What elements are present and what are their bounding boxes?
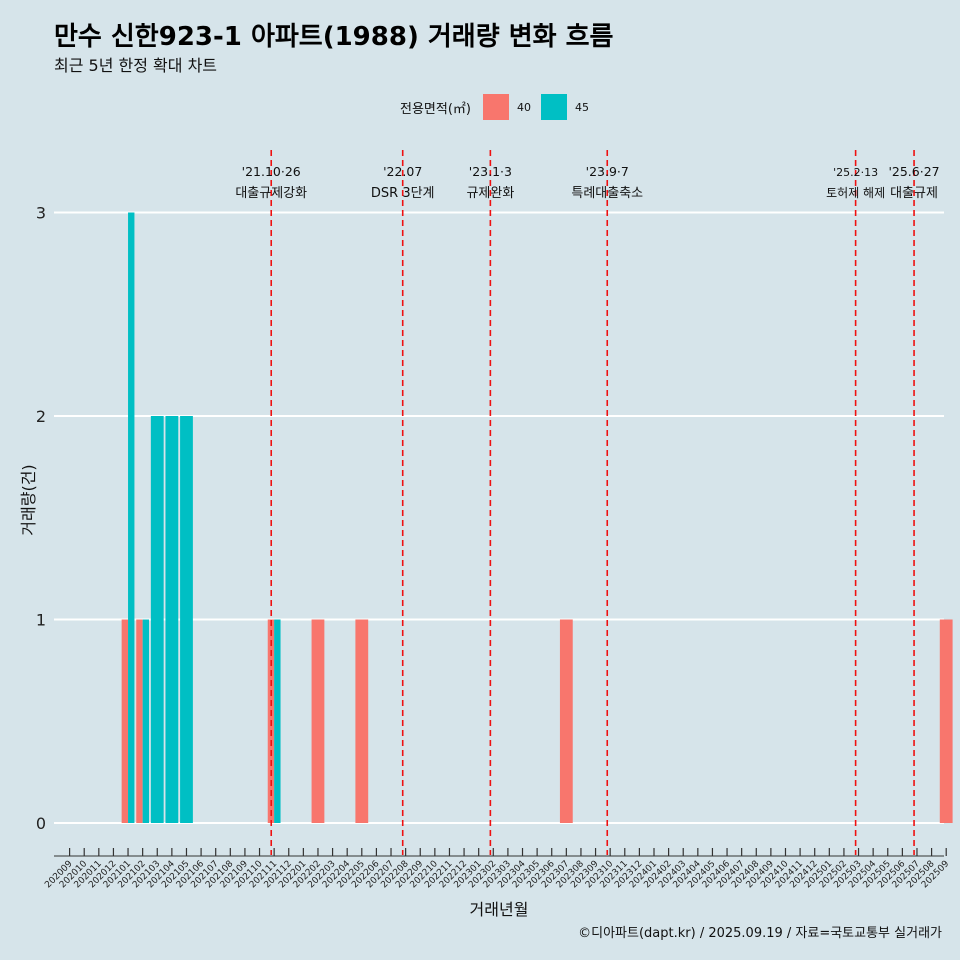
event-date-label: '25.2·13 (833, 166, 878, 179)
event-date-label: '22.07 (383, 164, 422, 179)
bar-45-202105 (180, 416, 193, 823)
legend-key-45 (540, 94, 567, 120)
event-name-label: DSR 3단계 (371, 186, 435, 201)
bar-45-202101 (128, 212, 135, 823)
y-axis-title: 거래량(건) (19, 464, 38, 535)
event-date-label: '23.1·3 (469, 164, 512, 179)
legend-title: 전용면적(㎡) (400, 101, 471, 117)
legend-label-45: 45 (574, 100, 589, 114)
y-tick-label: 3 (36, 204, 46, 223)
bar-40-202205 (355, 619, 369, 823)
y-tick-label: 2 (36, 407, 46, 426)
x-axis-title: 거래년월 (470, 900, 529, 919)
bar-40-202509 (939, 619, 953, 823)
bar-45-202111 (274, 619, 281, 823)
legend: 전용면적(㎡) 40 45 (400, 92, 599, 122)
event-date-label: '23.9·7 (586, 164, 629, 179)
bar-45-202104 (165, 416, 179, 823)
chart-subtitle: 최근 5년 한정 확대 차트 (54, 56, 218, 75)
bar-45-202102 (142, 619, 150, 823)
legend-label-40: 40 (516, 100, 531, 114)
legend-key-40 (482, 94, 509, 120)
bar-40-202307 (559, 619, 573, 823)
event-name-label: 대출규제 (890, 186, 938, 201)
y-tick-label: 1 (36, 611, 46, 630)
event-name-label: 특례대출축소 (571, 186, 643, 201)
bar-45-202103 (150, 416, 164, 823)
y-tick-label: 0 (36, 814, 46, 833)
event-name-label: 규제완화 (466, 186, 514, 201)
event-name-label: 토허제 해제 (826, 186, 885, 200)
chart-title: 만수 신한923-1 아파트(1988) 거래량 변화 흐름 (54, 22, 614, 52)
event-name-label: 대출규제강화 (235, 186, 307, 201)
caption: ©디아파트(dapt.kr) / 2025.09.19 / 자료=국토교통부 실… (578, 926, 942, 941)
bar-40-202101 (121, 619, 129, 823)
bar-40-202102 (136, 619, 143, 823)
event-date-label: '25.6·27 (888, 164, 939, 179)
bar-40-202202 (311, 619, 325, 823)
event-date-label: '21.10·26 (242, 164, 301, 179)
